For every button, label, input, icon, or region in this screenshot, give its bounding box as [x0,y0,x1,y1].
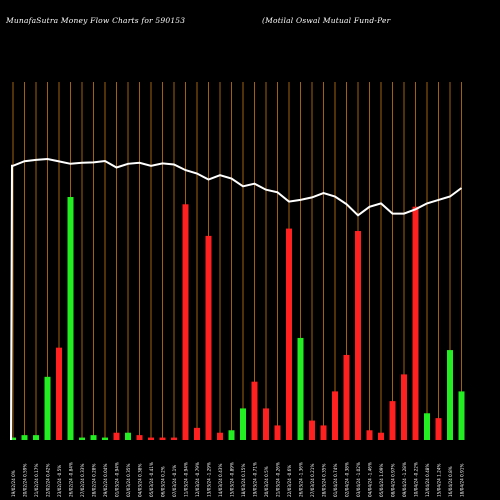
volume-bar [435,418,442,440]
x-tick-label: 09/04/24 -1.28% [402,462,407,497]
x-tick-label: 06/03/24 0.2% [161,466,166,497]
x-tick-label: 02/03/24 0.35% [126,464,131,497]
volume-bar [447,350,453,440]
volume-bar [159,437,166,440]
x-tick-label: 29/02/24 0.04% [103,464,108,497]
volume-bar [412,206,419,440]
volume-bar [171,437,177,440]
volume-bar [33,435,39,440]
price-line [10,157,463,441]
volume-bar [194,427,200,440]
x-tick-label: 18/03/24 0.15% [241,464,246,497]
x-tick-label: 19/02/24 0% [11,470,16,497]
volume-bar [79,437,85,440]
x-tick-label: 18/04/24 0.91% [460,464,465,497]
x-tick-label: 04/04/24 -1.46% [368,462,373,497]
volume-bar [263,408,269,440]
x-tick-label: 03/04/24 -1.02% [356,462,361,497]
volume-bar [355,231,361,440]
volume-bar [125,432,131,440]
volume-bar [424,413,430,440]
x-tick-label: 12/03/24 -0.79% [195,462,200,497]
volume-bar [286,228,292,440]
volume-bar [21,435,28,440]
x-tick-label: 21/03/24 -0.26% [276,462,281,497]
volume-bar [320,425,327,440]
x-tick-label: 02/04/24 -0.38% [345,462,350,497]
x-tick-label: 14/03/24 0.43% [218,464,223,497]
x-tick-label: 26/02/24 -0.84% [69,462,74,497]
x-tick-label: 05/03/24 -0.41% [149,462,154,497]
volume-bar [332,391,338,440]
volume-bar [366,430,373,440]
volume-bar [182,204,189,440]
fund-title: (Motilal Oswal Mutual Fund-Per [262,16,391,25]
x-tick-label: 07/03/24 -0.1% [172,465,177,497]
x-tick-label: 11/03/24 -0.94% [184,462,189,497]
x-tick-label: 19/03/24 -0.71% [253,462,258,497]
volume-bar [10,437,16,440]
x-tick-label: 21/02/24 0.17% [34,464,39,497]
volume-bar [458,391,465,440]
x-tick-label: 15/04/24 1.24% [437,464,442,497]
volume-bar [378,432,384,440]
x-tick-label: 22/02/24 0.42% [46,464,51,497]
volume-bar [44,376,51,440]
x-tick-label: 10/04/24 -0.22% [414,462,419,497]
volume-bar [148,437,154,440]
volume-bar [217,432,223,440]
x-tick-label: 23/02/24 -0.5% [57,465,62,497]
volume-bar [67,197,74,440]
volume-bar [389,401,396,440]
x-tick-label: 01/03/24 -0.94% [115,462,120,497]
volume-bar [297,337,304,440]
volume-bar [136,435,143,440]
volume-bar [251,381,258,440]
x-tick-label: 08/04/24 0.97% [391,464,396,497]
volume-bar [343,354,350,440]
volume-bar [205,235,212,440]
volume-bar [240,408,246,440]
volume-bar [56,347,62,440]
x-tick-label: 04/03/24 0.38% [138,464,143,497]
volume-bar [113,432,120,440]
x-tick-label: 20/02/24 0.59% [23,464,28,497]
x-tick-label: 26/03/24 -1.36% [299,462,304,497]
x-tick-label: 27/03/24 0.21% [310,464,315,497]
x-tick-label: 15/03/24 -0.89% [230,462,235,497]
volume-bar [102,437,108,440]
x-tick-label: 28/03/24 0.35% [322,464,327,497]
x-tick-label: 12/04/24 0.48% [425,464,430,497]
volume-bar [309,420,315,440]
x-tick-label: 13/03/24 -1.29% [207,462,212,497]
x-tick-label: 28/02/24 0.28% [92,464,97,497]
x-tick-label: 16/04/24 0.8% [448,466,453,497]
x-tick-label: 20/03/24 0.5% [264,466,269,497]
volume-bar [228,430,235,440]
x-tick-label: 05/04/24 1.09% [379,464,384,497]
chart-title: MunafaSutra Money Flow Charts for 590153 [6,16,186,25]
volume-bar [90,435,97,440]
x-tick-label: 27/02/24 0.33% [80,464,85,497]
x-tick-label: 01/04/24 0.74% [333,464,338,497]
x-tick-label: 22/03/24 -0.6% [287,465,292,497]
volume-bar [401,374,407,440]
volume-bar [274,425,281,440]
